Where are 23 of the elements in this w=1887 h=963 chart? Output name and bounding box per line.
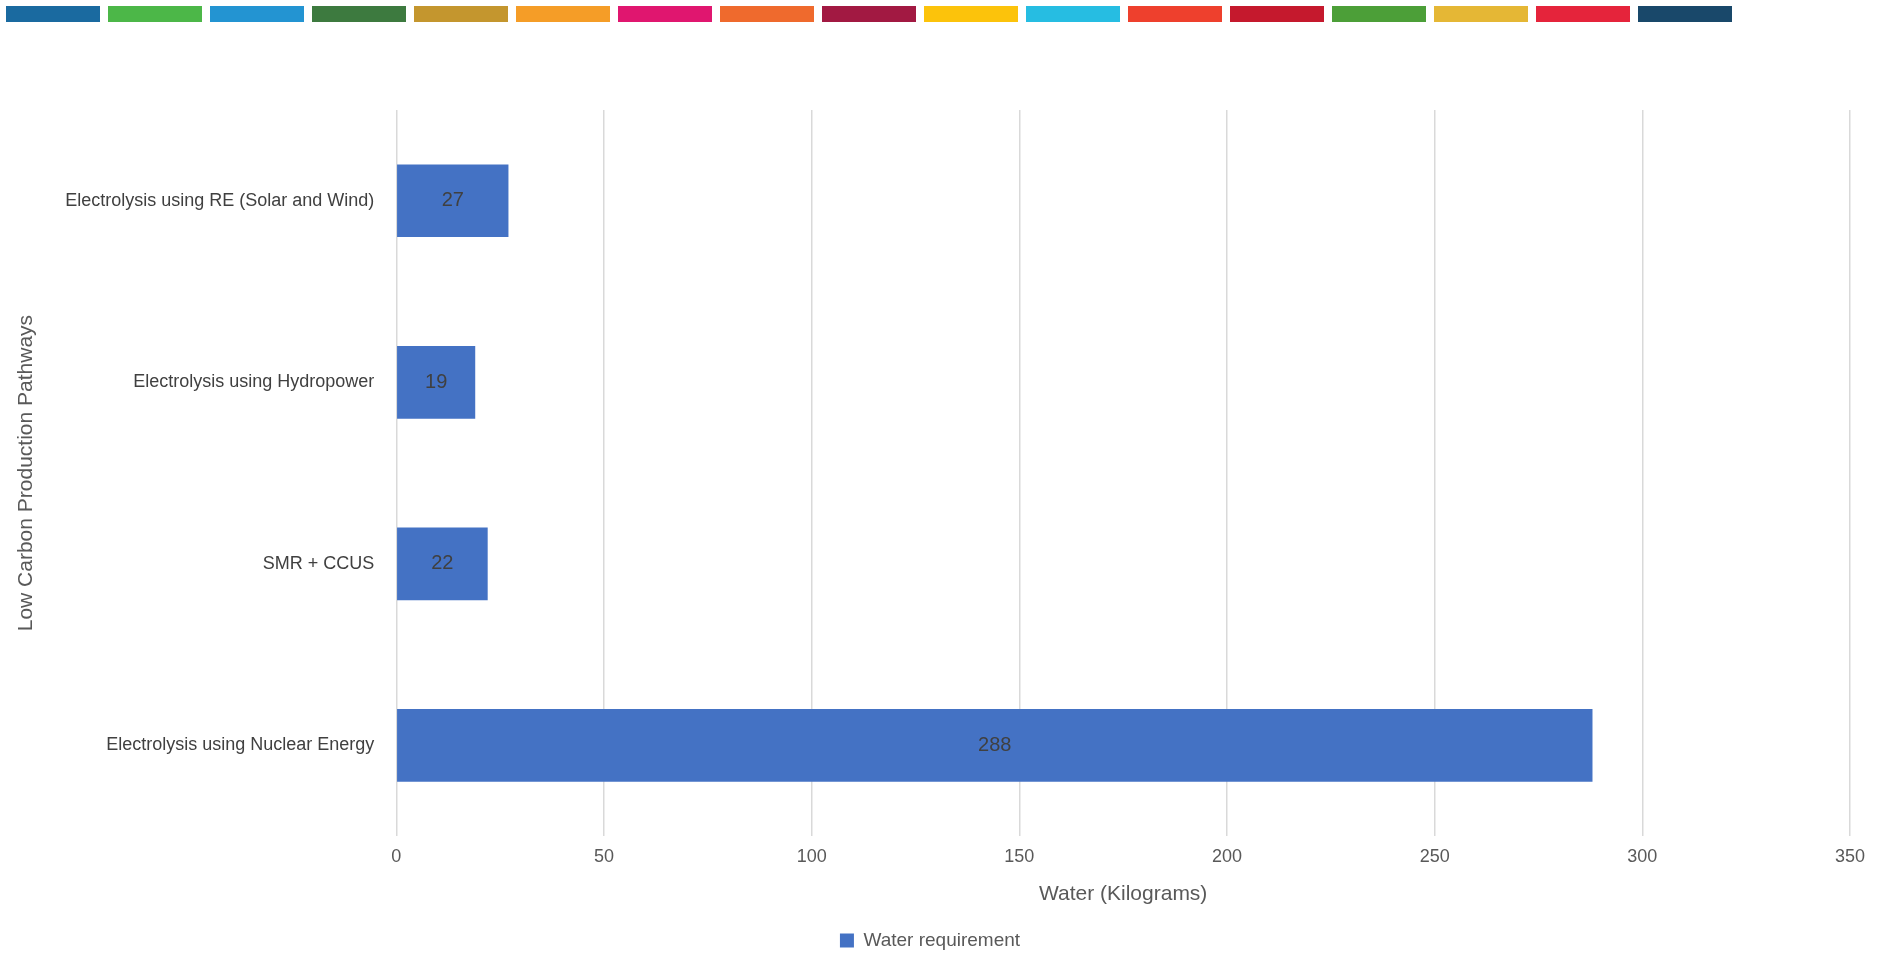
data-label: 27 [441,188,464,211]
y-axis-title: Low Carbon Production Pathways [13,314,37,632]
x-tick-label: 100 [796,845,827,866]
x-tick-label: 150 [1004,845,1035,866]
x-tick-label: 0 [391,845,402,866]
bar [397,346,476,419]
bar [397,709,1593,782]
x-tick-label: 50 [593,845,614,866]
y-tick-label: Electrolysis using Nuclear Energy [106,734,375,755]
x-tick-label: 200 [1211,845,1243,866]
data-label: 22 [431,551,454,574]
data-label: 19 [425,369,448,392]
bar [397,164,509,238]
y-tick-label: SMR + CCUS [262,552,375,573]
x-tick-label: 250 [1419,845,1450,866]
x-tick-label: 300 [1627,845,1658,866]
bar [397,527,488,601]
data-label: 288 [978,732,1012,755]
x-axis-title: Water (Kilograms) [1038,881,1208,905]
x-tick-label: 350 [1834,845,1866,866]
y-tick-label: Electrolysis using RE (Solar and Wind) [65,189,375,210]
y-tick-label: Electrolysis using Hydropower [133,371,375,392]
legend-label: Water requirement [863,928,1021,950]
